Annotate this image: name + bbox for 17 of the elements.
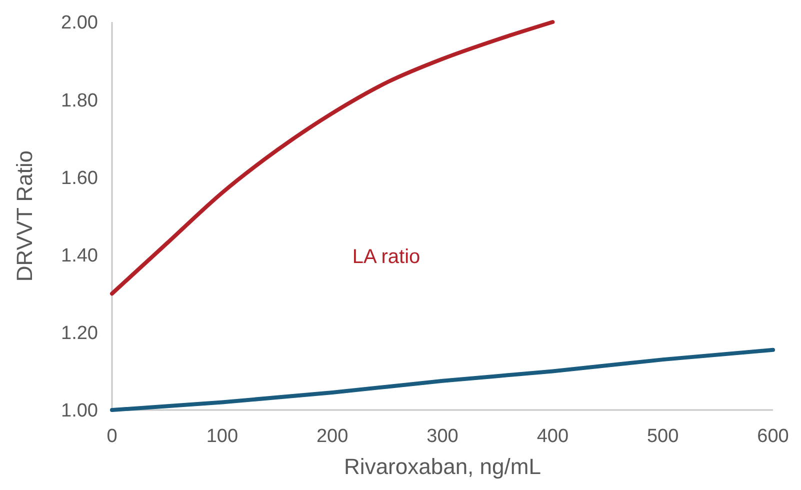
x-axis-title: Rivaroxaban, ng/mL bbox=[344, 454, 541, 479]
x-tick-label: 400 bbox=[536, 426, 569, 447]
y-tick-label: 1.40 bbox=[61, 245, 98, 266]
y-axis-title: DRVVT Ratio bbox=[12, 150, 37, 282]
x-tick-label: 600 bbox=[757, 426, 789, 447]
line-series bbox=[110, 20, 555, 296]
text: LA ratio bbox=[352, 246, 420, 268]
x-tick-label: 0 bbox=[106, 426, 118, 447]
y-tick-label: 1.20 bbox=[61, 323, 98, 344]
x-tick-label: 100 bbox=[206, 426, 238, 447]
y-tick-label: 1.00 bbox=[61, 400, 98, 422]
x-tick-label: 300 bbox=[426, 426, 458, 447]
x-tick-label: 200 bbox=[316, 426, 348, 447]
y-tick-label: 1.60 bbox=[61, 168, 98, 189]
y-tick-label: 2.00 bbox=[61, 12, 98, 34]
x-tick-label: 500 bbox=[646, 426, 679, 447]
y-tick-label: 1.80 bbox=[61, 90, 98, 112]
